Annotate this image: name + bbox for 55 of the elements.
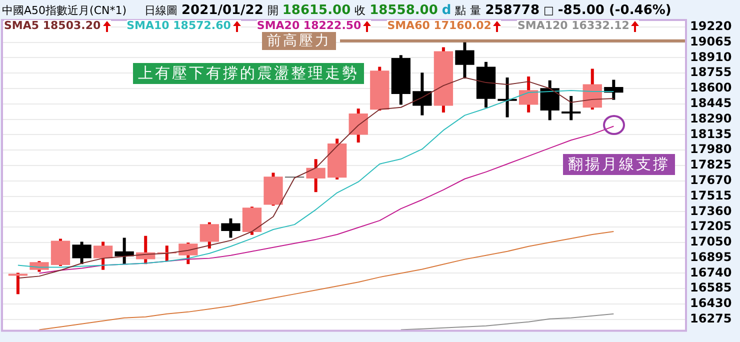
text: 18615.00: [282, 2, 351, 18]
y-tick-label: 18445: [690, 96, 732, 110]
candlestick: [8, 272, 28, 294]
candlestick: [200, 222, 220, 248]
y-tick-label: 17050: [690, 234, 732, 249]
y-tick-label: 18290: [690, 111, 732, 126]
candlestick: [540, 80, 560, 120]
annotation: 上有壓下有撐的震盪整理走勢: [133, 63, 364, 84]
y-tick-label: 17515: [690, 188, 732, 202]
text: SMA10 18572.60: [126, 19, 231, 32]
text: SMA60 17160.02: [387, 19, 492, 32]
text: 點: [455, 2, 466, 18]
y-tick-label: 16585: [690, 280, 732, 295]
text: SMA5 18503.20: [4, 19, 101, 32]
y-tick-label: 19065: [690, 34, 732, 48]
y-tick-label: 16430: [690, 296, 732, 310]
y-tick-label: 17980: [690, 142, 732, 156]
text: 量: [470, 2, 482, 18]
candlestick: [178, 242, 198, 264]
y-tick-label: 16895: [690, 250, 732, 264]
text: SMA20 18222.50: [256, 19, 362, 32]
chart-subtitle: 日線圖: [144, 2, 178, 18]
annotation: 翻揚月線支撐: [563, 154, 675, 175]
candlestick: [72, 242, 92, 264]
text: 開: [267, 2, 278, 18]
y-tick-label: 16740: [690, 265, 732, 280]
y-tick-label: 17670: [690, 172, 732, 187]
candlestick: [582, 68, 602, 110]
text: 收: [354, 2, 366, 18]
candlestick: [306, 159, 326, 192]
text: SMA120 16332.12: [517, 19, 630, 32]
y-tick-label: 19220: [690, 19, 732, 34]
y-tick-label: 17360: [690, 204, 732, 218]
y-tick-label: 16275: [690, 312, 732, 326]
candlestick: [518, 76, 538, 112]
y-tick-label: 17205: [690, 219, 732, 234]
ref-line-label: 前高壓力: [262, 32, 336, 50]
text: 2021/01/22: [182, 2, 264, 18]
candlestick: [455, 40, 474, 78]
text: □: [544, 4, 554, 16]
text: 18558.00: [370, 2, 438, 18]
text: 258778: [485, 2, 540, 18]
y-tick-label: 18135: [690, 126, 732, 141]
text: d: [442, 2, 452, 18]
y-tick-label: 18755: [690, 65, 732, 80]
candlestick: [412, 72, 432, 116]
y-tick-label: 17825: [690, 158, 732, 172]
y-tick-label: 18910: [690, 50, 732, 64]
chart-title: 中國A50指數近月(CN*1): [2, 2, 127, 18]
y-tick-label: 18600: [690, 80, 732, 95]
candlestick: [93, 242, 113, 270]
text: -85.00 (-0.46%): [558, 2, 672, 18]
candlestick: [221, 218, 240, 238]
candlestick: [562, 96, 581, 120]
candlestick: [348, 108, 368, 143]
